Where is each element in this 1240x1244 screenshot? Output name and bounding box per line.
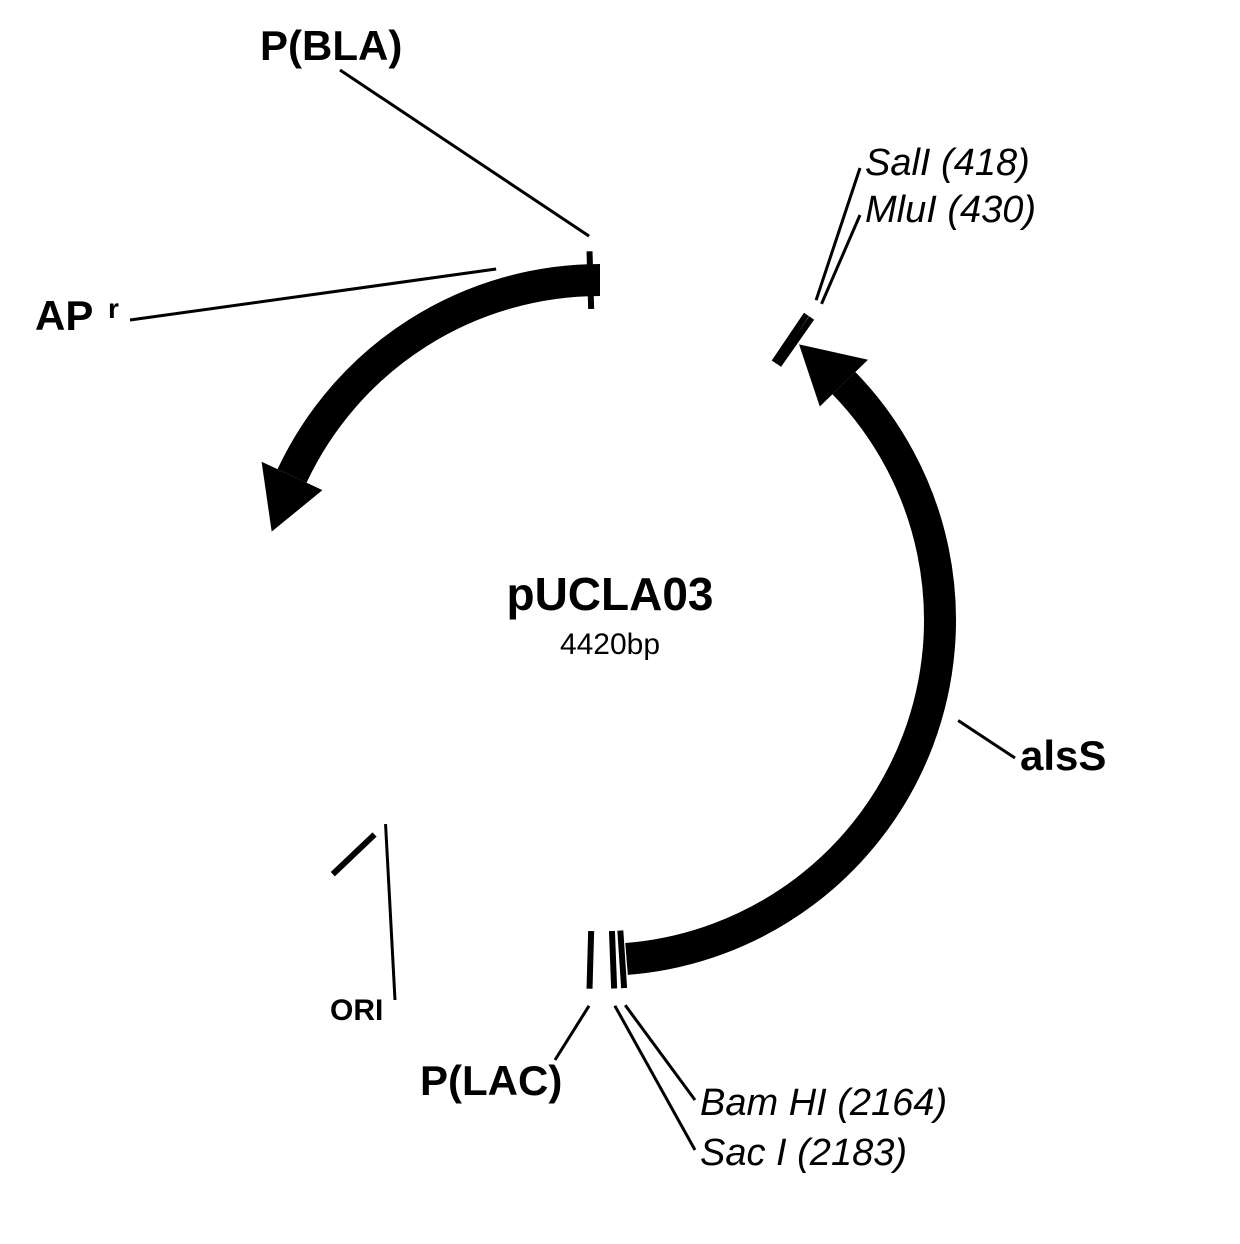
leader-line bbox=[615, 1006, 695, 1150]
label-bamhi: Bam HI (2164) bbox=[700, 1082, 947, 1124]
label-apr_r: r bbox=[108, 293, 119, 324]
plasmid-name: pUCLA03 bbox=[506, 568, 713, 620]
tick-plac bbox=[590, 931, 592, 989]
arc-alss bbox=[627, 383, 940, 959]
leader-line bbox=[386, 824, 395, 1000]
label-apr_t: AP bbox=[35, 292, 93, 339]
arc-apr bbox=[292, 280, 600, 476]
label-ori: ORI bbox=[330, 994, 383, 1027]
tick-sall bbox=[774, 314, 806, 362]
leader-line bbox=[555, 1006, 589, 1060]
leader-line bbox=[958, 721, 1015, 758]
tick-ori bbox=[333, 835, 375, 875]
tick-bamhi bbox=[620, 931, 624, 988]
tick-pbla bbox=[590, 251, 592, 309]
plasmid-size: 4420bp bbox=[560, 628, 660, 661]
label-mlui: MluI (430) bbox=[865, 189, 1036, 231]
label-plac: P(LAC) bbox=[420, 1057, 562, 1104]
leader-line bbox=[340, 70, 589, 236]
label-pbla: P(BLA) bbox=[260, 22, 402, 69]
label-sall: SalI (418) bbox=[865, 142, 1030, 184]
label-saci: Sac I (2183) bbox=[700, 1132, 907, 1174]
leader-line bbox=[816, 168, 860, 300]
tick-saci bbox=[612, 931, 614, 989]
label-alss: alsS bbox=[1020, 732, 1106, 779]
